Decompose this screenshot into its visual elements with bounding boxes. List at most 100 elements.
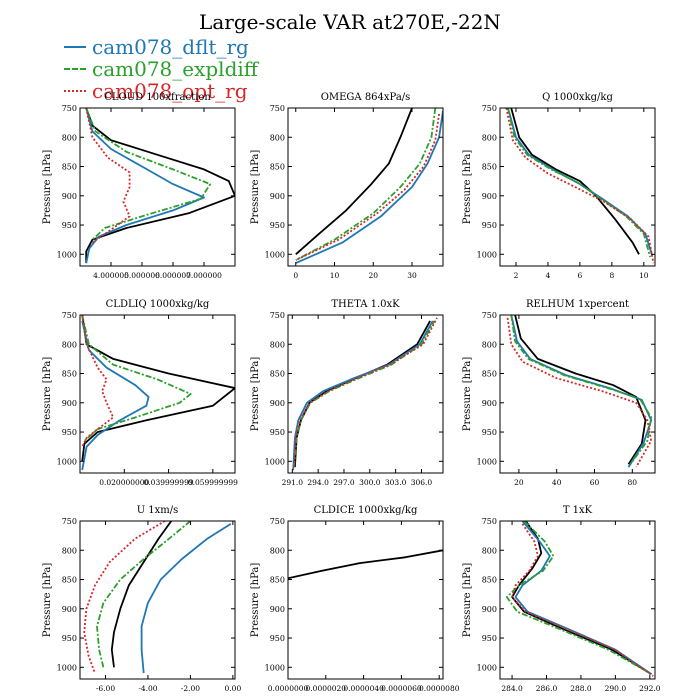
- series-line-3: [505, 108, 655, 264]
- y-tick-label: 800: [482, 340, 497, 349]
- x-tick-label: 0.0000020: [306, 684, 347, 693]
- y-tick-label: 900: [482, 605, 497, 614]
- x-tick-label: 60: [590, 478, 600, 487]
- panel-6: U 1xm/s Pressure [hPa] 750 800 850 900 950 1000…: [42, 505, 241, 693]
- y-axis-label: Pressure [hPa]: [462, 150, 473, 225]
- y-tick-label: 800: [482, 133, 497, 142]
- x-tick-label: 5.000000: [124, 271, 160, 280]
- y-tick-label: 1000: [477, 663, 497, 672]
- x-tick-label: 2: [514, 271, 519, 280]
- panel-title: RELHUM 1xpercent: [526, 299, 629, 310]
- series-line-1: [140, 523, 232, 674]
- panel-title: CLOUD 100xfraction: [104, 92, 211, 103]
- panel-3: CLDLIQ 1000xkg/kg Pressure [hPa] 750 800 850…: [42, 299, 238, 487]
- y-tick-label: 900: [62, 192, 77, 201]
- series-line-0: [295, 108, 413, 255]
- panel-title: CLDLIQ 1000xkg/kg: [106, 299, 210, 310]
- x-tick-label: 294.0: [307, 478, 329, 487]
- y-tick-label: 950: [270, 221, 285, 230]
- x-tick-label: 284.0: [501, 684, 523, 693]
- legend-swatch-expldiff: [64, 68, 86, 70]
- plot-frame: [79, 520, 236, 680]
- x-tick-label: 306.0: [411, 478, 433, 487]
- y-tick-label: 750: [482, 311, 497, 320]
- y-tick-label: 950: [62, 634, 77, 643]
- x-tick-label: 4: [546, 271, 551, 280]
- y-tick-label: 800: [270, 546, 285, 555]
- series-line-1: [81, 320, 150, 471]
- legend-label-expldiff: cam078_expldiff: [92, 57, 258, 81]
- y-tick-label: 900: [270, 399, 285, 408]
- series-line-0: [514, 315, 647, 465]
- x-tick-label: 286.0: [536, 684, 558, 693]
- y-tick-label: 900: [482, 399, 497, 408]
- y-tick-label: 750: [270, 517, 285, 526]
- y-tick-label: 800: [62, 133, 77, 142]
- y-tick-label: 950: [270, 634, 285, 643]
- series-line-0: [288, 549, 443, 580]
- y-tick-label: 850: [62, 370, 77, 379]
- y-tick-label: 1000: [477, 457, 497, 466]
- panel-2: Q 1000xkg/kg Pressure [hPa] 750 800 850 900 95…: [462, 92, 656, 280]
- panel-title: THETA 1.0xK: [331, 299, 400, 310]
- y-tick-label: 750: [270, 311, 285, 320]
- series-line-2: [505, 521, 651, 674]
- x-tick-label: 288.0: [570, 684, 592, 693]
- panel-4: THETA 1.0xK Pressure [hPa] 750 800 850 900 950…: [250, 299, 444, 487]
- series-line-0: [85, 108, 235, 264]
- y-tick-label: 1000: [265, 250, 285, 259]
- x-tick-label: 0.00: [225, 684, 242, 693]
- y-tick-label: 800: [270, 133, 285, 142]
- y-tick-label: 900: [270, 192, 285, 201]
- x-tick-label: 20: [514, 478, 524, 487]
- y-tick-label: 850: [62, 576, 77, 585]
- series-line-0: [110, 521, 173, 668]
- y-tick-label: 900: [62, 399, 77, 408]
- y-tick-label: 850: [482, 370, 497, 379]
- x-tick-label: 0: [293, 271, 298, 280]
- series-line-3: [295, 113, 440, 261]
- y-tick-label: 850: [62, 163, 77, 172]
- x-tick-label: 300.0: [359, 478, 381, 487]
- x-tick-label: 6.000000: [155, 271, 191, 280]
- y-tick-label: 1000: [57, 663, 77, 672]
- y-tick-label: 950: [482, 221, 497, 230]
- series-line-0: [511, 521, 651, 674]
- x-tick-label: 7.000000: [186, 271, 222, 280]
- legend-label-opt: cam078_opt_rg: [92, 79, 248, 103]
- x-tick-label: 0.059999999: [188, 478, 238, 487]
- series-line-1: [85, 108, 205, 264]
- panel-title: T 1xK: [563, 505, 593, 516]
- x-tick-label: 292.0: [639, 684, 661, 693]
- series-line-3: [506, 317, 653, 468]
- x-tick-label: 297.0: [333, 478, 355, 487]
- series-line-1: [510, 315, 653, 468]
- x-tick-label: -2.00: [181, 684, 200, 693]
- y-tick-label: 950: [62, 428, 77, 437]
- legend-swatch-dflt: [64, 46, 86, 48]
- legend-swatch-opt: [64, 90, 86, 92]
- x-tick-label: 10: [639, 271, 649, 280]
- x-tick-label: 303.0: [385, 478, 407, 487]
- y-tick-label: 1000: [57, 457, 77, 466]
- plot-frame: [79, 107, 236, 267]
- y-tick-label: 800: [62, 340, 77, 349]
- plot-frame: [79, 314, 236, 474]
- figure-title: Large-scale VAR at270E,-22N: [199, 10, 501, 34]
- y-axis-label: Pressure [hPa]: [462, 357, 473, 432]
- x-tick-label: -4.00: [138, 684, 157, 693]
- y-tick-label: 900: [62, 605, 77, 614]
- y-tick-label: 750: [482, 517, 497, 526]
- series-line-2: [96, 521, 191, 668]
- x-tick-label: 0.0000080: [419, 684, 460, 693]
- plot-frame: [287, 314, 444, 474]
- legend-entry-opt: cam078_opt_rg: [64, 80, 258, 102]
- series-line-3: [85, 108, 131, 244]
- y-tick-label: 1000: [265, 457, 285, 466]
- y-tick-label: 900: [482, 192, 497, 201]
- series-line-0: [81, 315, 235, 462]
- y-tick-label: 850: [482, 576, 497, 585]
- x-tick-label: 0.0000000: [268, 684, 309, 693]
- y-axis-label: Pressure [hPa]: [250, 563, 261, 638]
